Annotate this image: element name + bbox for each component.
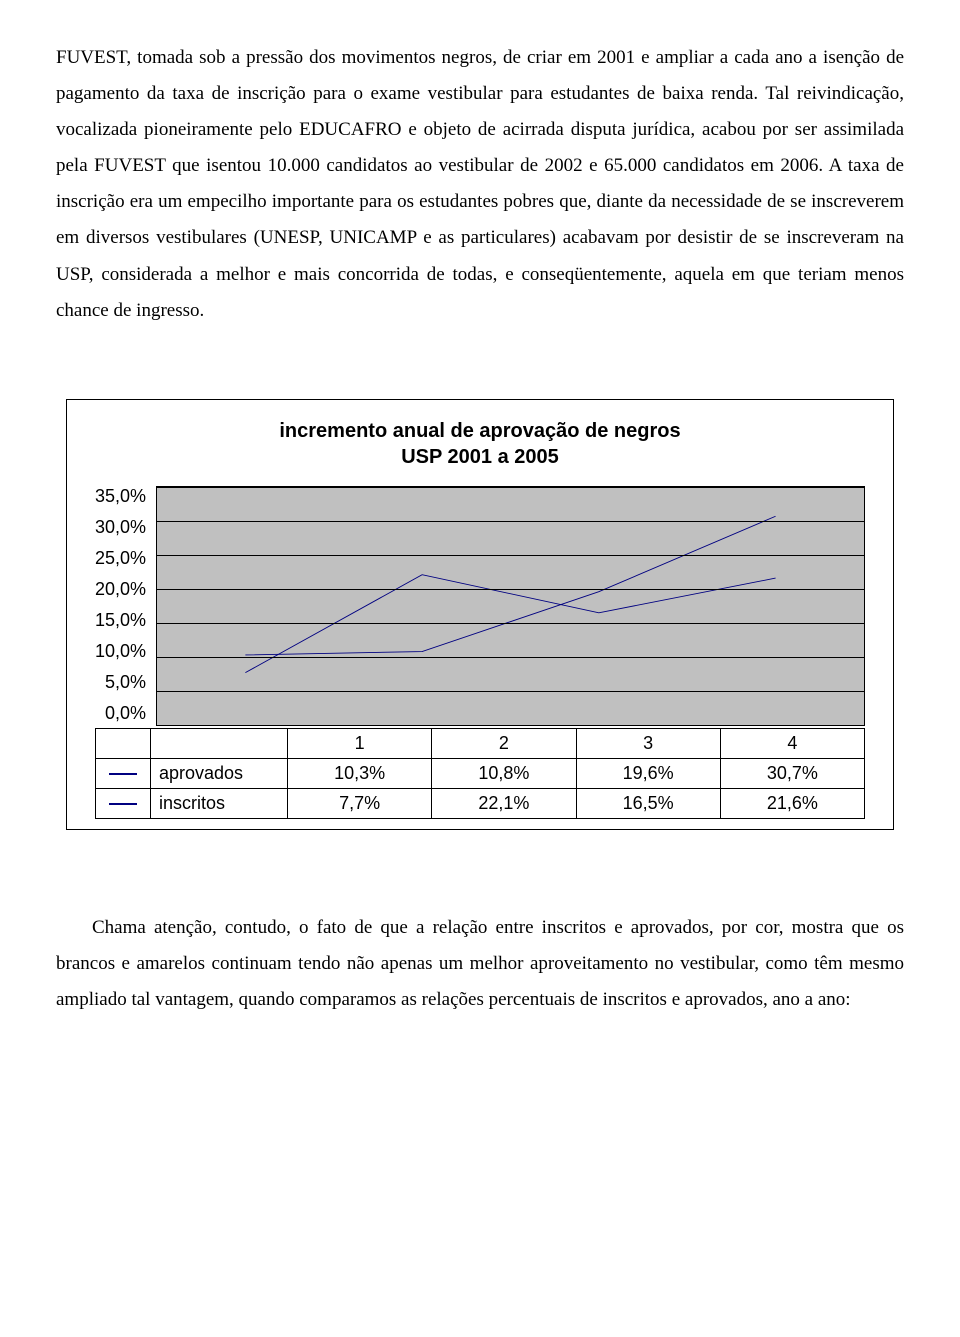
aprovados-1: 10,3%: [288, 758, 432, 788]
gridline: [157, 555, 864, 556]
x-axis-swatch-empty: [96, 728, 151, 758]
chart-data-table: 1 2 3 4 aprovados 10,3% 10,8% 19,6% 30,7…: [95, 728, 865, 819]
y-tick-label: 20,0%: [95, 579, 146, 600]
inscritos-2: 22,1%: [432, 788, 576, 818]
gridline: [157, 487, 864, 488]
series-row-inscritos: inscritos 7,7% 22,1% 16,5% 21,6%: [96, 788, 865, 818]
x-axis-row: 1 2 3 4: [96, 728, 865, 758]
chart-lines: [157, 487, 864, 725]
y-tick-label: 30,0%: [95, 517, 146, 538]
plot-area: [156, 486, 865, 726]
series-name-aprovados: aprovados: [151, 758, 288, 788]
y-tick-label: 15,0%: [95, 610, 146, 631]
chart-area: 35,0% 30,0% 25,0% 20,0% 15,0% 10,0% 5,0% 0,0%: [95, 486, 865, 726]
aprovados-4: 30,7%: [720, 758, 864, 788]
y-tick-label: 35,0%: [95, 486, 146, 507]
x-cat-4: 4: [720, 728, 864, 758]
y-tick-label: 0,0%: [105, 703, 146, 724]
inscritos-4: 21,6%: [720, 788, 864, 818]
y-tick-label: 5,0%: [105, 672, 146, 693]
swatch-inscritos: [96, 788, 151, 818]
paragraph-2: Chama atenção, contudo, o fato de que a …: [56, 910, 904, 1018]
y-axis: 35,0% 30,0% 25,0% 20,0% 15,0% 10,0% 5,0% 0,0%: [95, 486, 156, 724]
series-row-aprovados: aprovados 10,3% 10,8% 19,6% 30,7%: [96, 758, 865, 788]
x-cat-2: 2: [432, 728, 576, 758]
inscritos-3: 16,5%: [576, 788, 720, 818]
chart-container: incremento anual de aprovação de negros …: [66, 399, 894, 830]
chart-title-line1: incremento anual de aprovação de negros: [279, 420, 680, 442]
gridline: [157, 589, 864, 590]
gridline: [157, 657, 864, 658]
x-axis-header-empty: [151, 728, 288, 758]
aprovados-3: 19,6%: [576, 758, 720, 788]
series-line-aprovados: [245, 516, 775, 655]
gridline: [157, 691, 864, 692]
aprovados-2: 10,8%: [432, 758, 576, 788]
series-name-inscritos: inscritos: [151, 788, 288, 818]
y-tick-label: 10,0%: [95, 641, 146, 662]
paragraph-1: FUVEST, tomada sob a pressão dos movimen…: [56, 40, 904, 329]
x-cat-1: 1: [288, 728, 432, 758]
chart-title: incremento anual de aprovação de negros …: [95, 418, 865, 470]
gridline: [157, 623, 864, 624]
inscritos-1: 7,7%: [288, 788, 432, 818]
plot-wrap: [156, 486, 865, 726]
swatch-aprovados: [96, 758, 151, 788]
chart-title-line2: USP 2001 a 2005: [401, 446, 559, 468]
y-tick-label: 25,0%: [95, 548, 146, 569]
gridline: [157, 521, 864, 522]
x-cat-3: 3: [576, 728, 720, 758]
